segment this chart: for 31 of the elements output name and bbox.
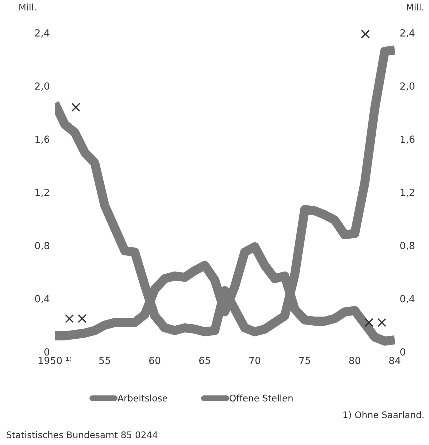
y-tick-label: 0,4 [35, 295, 50, 304]
y2-tick-label: 2,0 [400, 82, 415, 91]
legend-label: Offene Stellen [230, 394, 293, 402]
y-tick-label: 1,6 [36, 136, 50, 144]
y2-tick-label: 0 [400, 348, 406, 356]
x-tick-label: 1950 ¹⁾ [39, 356, 72, 364]
x-tick-label: 80 [349, 357, 361, 364]
annotation: ×× [65, 314, 87, 324]
x-tick-label: 65 [199, 357, 210, 364]
y-tick-label: 2,0 [35, 82, 50, 91]
x-tick-label: 75 [300, 357, 310, 364]
y-tick-label: 2,4 [35, 29, 50, 38]
legend-label: Arbeitslose [118, 394, 168, 402]
y2-tick-label: 0,4 [400, 295, 415, 304]
text: 1) Ohne Saarland. [344, 411, 424, 420]
x-tick-label: 84 [389, 357, 401, 364]
y-tick-label: 0 [44, 348, 50, 356]
x-tick-label: 60 [149, 357, 161, 364]
y2-tick-label: 1,2 [400, 188, 414, 198]
x-tick-label: 70 [250, 357, 261, 364]
x-tick-label: 55 [100, 357, 110, 364]
y-axis-title: Mill. [20, 4, 36, 11]
text: Statistisches Bundesamt 85 0244 [7, 431, 158, 438]
y2-axis-title: Mill. [407, 4, 424, 11]
y-tick-label: 0,8 [35, 242, 50, 250]
annotation: × [72, 103, 80, 112]
annotation: × [361, 30, 370, 39]
y2-tick-label: 0,8 [400, 242, 415, 250]
y2-tick-label: 1,6 [400, 136, 415, 144]
y2-tick-label: 2,4 [400, 29, 415, 38]
y-tick-label: 1,2 [36, 188, 50, 198]
